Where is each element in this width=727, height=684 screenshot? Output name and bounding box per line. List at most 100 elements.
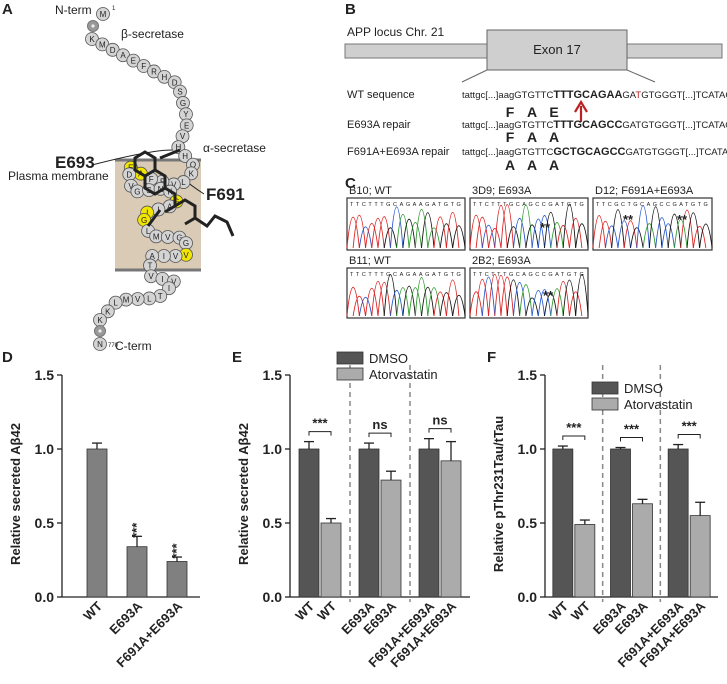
- residue-letter: D: [172, 78, 178, 87]
- significance: ***: [624, 422, 640, 437]
- amino-acid: A: [527, 129, 537, 145]
- trace-peak: [568, 291, 583, 317]
- trace-peak: [623, 220, 638, 249]
- residue-letter: M: [100, 10, 107, 19]
- trace-peak: [389, 290, 404, 317]
- panel-letter: A: [2, 1, 13, 18]
- residue-letter: A: [150, 252, 156, 261]
- y-axis-label: Relative pThr231Tau/tTau: [491, 416, 506, 572]
- significance: ns: [372, 417, 387, 432]
- residue-letter: V: [183, 251, 189, 260]
- amino-acid: F: [506, 104, 515, 120]
- y-tick-label: 0.0: [263, 589, 283, 605]
- trace-peak: [537, 289, 552, 317]
- trace-peak: [562, 279, 577, 317]
- bar: [574, 524, 596, 598]
- trace-peak: [452, 294, 466, 317]
- bar: [320, 522, 342, 598]
- bar: [298, 448, 320, 598]
- trace-peak: [525, 297, 539, 317]
- trace-peak: [519, 204, 533, 249]
- n-term: N-term: [55, 3, 92, 17]
- trace-peak: [414, 277, 429, 317]
- significance: ns: [432, 413, 447, 428]
- trace-peak: [396, 287, 410, 317]
- y-tick-label: 0.5: [35, 515, 55, 531]
- trace-box: [592, 197, 713, 251]
- significance-bracket: [677, 434, 701, 439]
- y-axis-label: Relative secreted Aβ42: [236, 423, 251, 565]
- residue-letter: M: [153, 232, 160, 241]
- seq-codons: GCTGCAGCC: [553, 146, 625, 158]
- residue-letter: D: [110, 46, 116, 55]
- trace-peak: [568, 217, 583, 249]
- trace-peak: [408, 287, 423, 317]
- trace-peak: [427, 287, 441, 317]
- amino-acid: A: [527, 157, 537, 173]
- residue-letter: H: [161, 73, 167, 82]
- zoom-line: [626, 69, 656, 83]
- residue-letter: G: [141, 216, 147, 225]
- mutation-mark: **: [543, 288, 554, 303]
- residue-letter: A: [120, 51, 126, 60]
- sequence: tattgc[...]aagGTGTTCTTTGCAGAAGATGTGGGT[.…: [462, 89, 727, 101]
- trace-peak: [469, 214, 483, 249]
- trace-peak: [494, 275, 508, 317]
- residue-letter: V: [148, 272, 154, 281]
- residue-letter: M: [99, 40, 106, 49]
- legend-label: DMSO: [369, 351, 408, 366]
- residue-letter: V: [173, 252, 179, 261]
- trace-peak: [550, 222, 564, 249]
- trace-peak: [383, 227, 398, 249]
- residue-letter: K: [89, 35, 95, 44]
- trace-peak: [604, 225, 619, 249]
- residue-bead: [100, 304, 115, 319]
- y-tick-label: 1.5: [518, 367, 538, 383]
- residue-letter: E: [184, 121, 189, 130]
- residue-letter: L: [113, 299, 118, 308]
- trace-peak: [598, 221, 613, 249]
- amino-acid: A: [527, 104, 537, 120]
- trace-bases: TTCGCTGCAGCCGATGTG: [596, 202, 709, 208]
- trace-peak: [377, 216, 391, 249]
- significance-bracket: [308, 431, 332, 436]
- trace-peak: [550, 288, 564, 317]
- bar: [440, 460, 462, 598]
- trace-peak: [414, 209, 429, 249]
- trace-peak: [519, 284, 533, 317]
- amino-acid: A: [549, 129, 559, 145]
- seq-flank: GA: [622, 90, 636, 101]
- trace-peak: [358, 226, 373, 249]
- sequence: tattgc[...]aagGTGTTCGCTGCAGCCGATGTGGGT[.…: [462, 146, 727, 158]
- residue-letter: V: [165, 233, 171, 242]
- significance: ***: [129, 522, 144, 538]
- trace-peak: [636, 205, 650, 249]
- trace-label: 3D9; E693A: [472, 185, 532, 197]
- seq-flank: tattgc[...]aagGTGTTC: [462, 147, 553, 158]
- residue-letter: H: [182, 152, 188, 161]
- trace-peak: [408, 222, 423, 249]
- trace-peak: [352, 295, 367, 317]
- significance-bracket: [428, 428, 452, 433]
- y-tick-label: 1.0: [35, 441, 55, 457]
- trace-peak: [402, 218, 416, 249]
- seq-flank: tattgc[...]aagGTGTTC: [462, 90, 553, 101]
- y-tick-label: 0.0: [35, 589, 55, 605]
- trace-peak: [512, 282, 527, 317]
- trace-peak: [592, 215, 606, 249]
- trace-peak: [475, 279, 490, 317]
- statin-molecule: [133, 148, 235, 237]
- residue-letter: V: [171, 180, 177, 189]
- trace-peak: [383, 274, 398, 317]
- trace-peak: [452, 225, 466, 249]
- trace-peak: [421, 212, 435, 249]
- residue-letter: V: [171, 277, 177, 286]
- trace-peak: [512, 217, 527, 249]
- x-tick-label: WT: [292, 598, 317, 623]
- bar: [610, 448, 631, 598]
- y-tick-label: 0.5: [263, 515, 283, 531]
- trace-peak: [674, 218, 688, 249]
- amino-acid: A: [549, 157, 559, 173]
- residue-letter: L: [147, 294, 152, 303]
- residue-letter: L: [181, 178, 186, 187]
